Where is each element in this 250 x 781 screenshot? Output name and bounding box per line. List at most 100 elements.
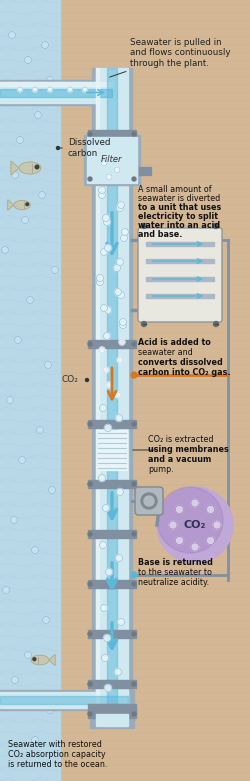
Text: to the seawater to: to the seawater to — [138, 568, 212, 577]
Circle shape — [102, 505, 110, 512]
Circle shape — [14, 337, 21, 344]
Circle shape — [24, 56, 32, 63]
Circle shape — [6, 397, 14, 404]
Text: water into an acid: water into an acid — [138, 221, 220, 230]
Circle shape — [132, 532, 136, 536]
Circle shape — [18, 87, 22, 92]
Circle shape — [36, 426, 44, 433]
Circle shape — [22, 216, 29, 223]
Text: CO₂ absorption capacity: CO₂ absorption capacity — [8, 750, 106, 759]
Text: Filter: Filter — [101, 155, 123, 165]
Circle shape — [157, 487, 223, 553]
Circle shape — [132, 682, 136, 686]
Circle shape — [206, 505, 214, 513]
Circle shape — [116, 488, 123, 495]
Bar — [88, 340, 136, 348]
Bar — [88, 130, 136, 138]
Bar — [88, 704, 136, 714]
Text: Seawater with restored: Seawater with restored — [8, 740, 102, 749]
Bar — [88, 580, 136, 588]
Circle shape — [118, 619, 124, 626]
Circle shape — [35, 166, 39, 169]
Circle shape — [104, 306, 112, 313]
Circle shape — [100, 604, 107, 612]
Circle shape — [131, 572, 137, 578]
Bar — [0, 692, 128, 708]
Circle shape — [88, 632, 92, 636]
Text: and a vacuum: and a vacuum — [148, 455, 211, 464]
Circle shape — [118, 201, 124, 209]
Circle shape — [169, 521, 177, 529]
Circle shape — [24, 651, 32, 658]
Circle shape — [42, 616, 50, 623]
Circle shape — [100, 541, 106, 548]
Circle shape — [2, 247, 8, 254]
Text: Base is returned: Base is returned — [138, 558, 213, 567]
Circle shape — [114, 265, 120, 272]
Circle shape — [102, 215, 110, 222]
Circle shape — [32, 87, 38, 92]
Circle shape — [26, 203, 29, 205]
Bar — [0, 696, 128, 704]
Circle shape — [132, 422, 136, 426]
Circle shape — [46, 707, 54, 714]
Text: Dissolved
carbon: Dissolved carbon — [58, 138, 110, 158]
Circle shape — [132, 632, 136, 636]
Circle shape — [32, 736, 38, 744]
Circle shape — [132, 482, 136, 486]
Text: neutralize acidity.: neutralize acidity. — [138, 578, 209, 587]
Text: seawater and: seawater and — [138, 348, 193, 357]
Circle shape — [142, 223, 146, 229]
Circle shape — [116, 205, 123, 212]
Circle shape — [88, 132, 92, 136]
Circle shape — [88, 532, 92, 536]
Circle shape — [32, 547, 38, 554]
Text: to a unit that uses: to a unit that uses — [138, 203, 221, 212]
Circle shape — [142, 322, 146, 326]
Circle shape — [12, 172, 18, 179]
Bar — [90, 712, 134, 728]
Text: electricity to split: electricity to split — [138, 212, 218, 221]
Circle shape — [88, 712, 92, 716]
Circle shape — [116, 555, 122, 562]
Circle shape — [120, 234, 128, 241]
Circle shape — [52, 266, 59, 273]
Circle shape — [56, 147, 59, 149]
Bar — [88, 420, 136, 428]
Circle shape — [116, 415, 122, 422]
Circle shape — [114, 288, 121, 295]
Text: A small amount of: A small amount of — [138, 185, 212, 194]
Circle shape — [68, 87, 72, 92]
Bar — [88, 630, 136, 638]
Text: Acid is added to: Acid is added to — [138, 338, 211, 347]
Bar — [87, 137, 137, 183]
Bar — [96, 68, 128, 710]
Bar — [146, 294, 214, 298]
Circle shape — [100, 305, 107, 312]
Ellipse shape — [19, 162, 41, 174]
Circle shape — [104, 244, 112, 251]
Circle shape — [120, 319, 126, 326]
Circle shape — [104, 634, 110, 641]
Bar — [107, 68, 117, 710]
Bar — [0, 80, 116, 105]
Circle shape — [98, 191, 105, 198]
Bar — [146, 242, 214, 246]
Circle shape — [106, 569, 112, 576]
Circle shape — [26, 297, 34, 304]
Circle shape — [119, 339, 125, 345]
Text: is returned to the ocean.: is returned to the ocean. — [8, 760, 108, 769]
Text: converts dissolved: converts dissolved — [138, 358, 223, 367]
Ellipse shape — [14, 201, 30, 209]
Polygon shape — [11, 161, 19, 175]
Bar — [0, 0, 60, 781]
Circle shape — [104, 684, 112, 691]
Circle shape — [46, 77, 54, 84]
Bar — [0, 82, 112, 86]
Circle shape — [104, 333, 110, 340]
Circle shape — [88, 177, 92, 181]
Bar — [96, 714, 128, 726]
Text: seawater is diverted: seawater is diverted — [138, 194, 220, 203]
Circle shape — [132, 177, 136, 181]
Circle shape — [88, 582, 92, 586]
